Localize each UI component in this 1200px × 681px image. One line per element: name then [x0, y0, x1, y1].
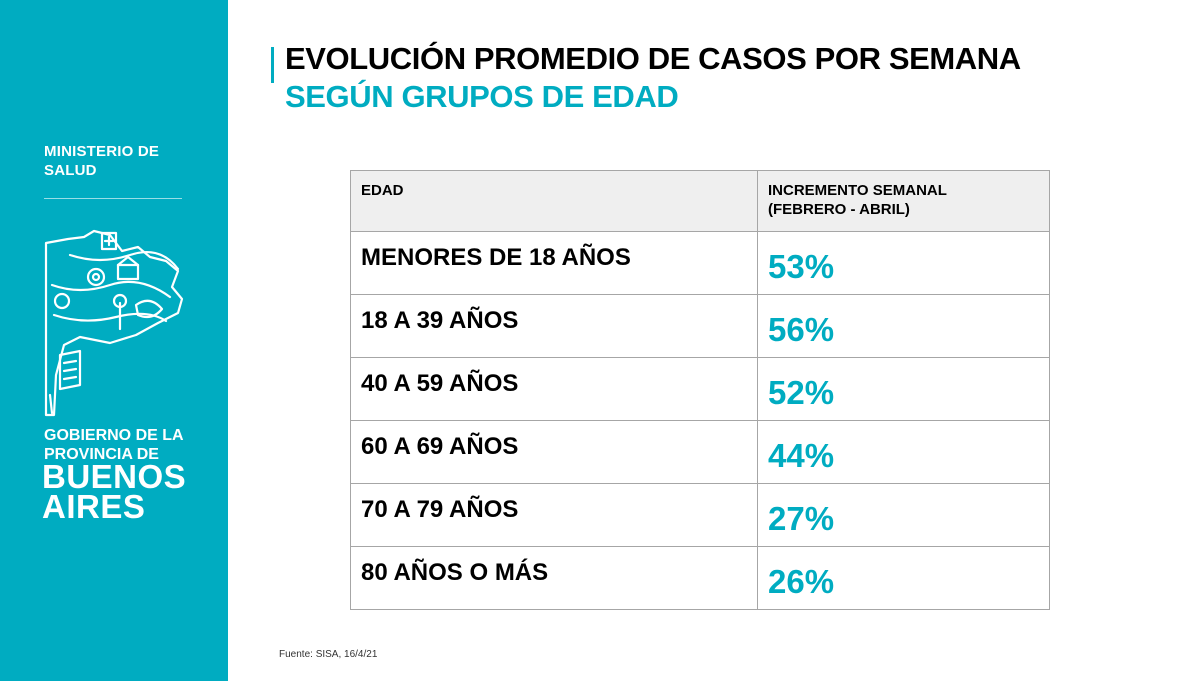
increase-cell: 44%: [757, 420, 1050, 484]
increase-cell: 26%: [757, 546, 1050, 610]
increase-cell: 27%: [757, 483, 1050, 547]
sidebar-divider: [44, 198, 182, 199]
increase-cell: 56%: [757, 294, 1050, 358]
table-row: 70 A 79 AÑOS 27%: [350, 483, 1050, 547]
table-row: 40 A 59 AÑOS 52%: [350, 357, 1050, 421]
province-line-1: BUENOS: [42, 458, 187, 495]
age-group-cell: 80 AÑOS O MÁS: [350, 546, 758, 610]
increase-cell: 52%: [757, 357, 1050, 421]
government-line-1: GOBIERNO DE LA: [44, 427, 184, 444]
ministry-line-1: MINISTERIO DE: [44, 143, 160, 160]
title-accent-bar: [271, 47, 274, 83]
ministry-line-2: SALUD: [44, 162, 97, 179]
page-subtitle: SEGÚN GRUPOS DE EDAD: [285, 79, 679, 114]
increase-cell: 53%: [757, 231, 1050, 295]
column-header-age: EDAD: [350, 170, 758, 232]
ministry-label: MINISTERIO DE SALUD: [44, 142, 159, 180]
table-header-row: EDAD INCREMENTO SEMANAL (FEBRERO - ABRIL…: [350, 170, 1050, 232]
age-group-cell: MENORES DE 18 AÑOS: [350, 231, 758, 295]
table-row: 60 A 69 AÑOS 44%: [350, 420, 1050, 484]
government-label: GOBIERNO DE LA PROVINCIA DE: [44, 426, 184, 464]
page-title: EVOLUCIÓN PROMEDIO DE CASOS POR SEMANA: [285, 41, 1021, 76]
government-line-2: PROVINCIA DE: [44, 446, 159, 463]
source-note: Fuente: SISA, 16/4/21: [279, 649, 378, 660]
column-header-increase-line-2: (FEBRERO - ABRIL): [768, 201, 910, 218]
age-group-table: EDAD INCREMENTO SEMANAL (FEBRERO - ABRIL…: [350, 170, 1050, 610]
province-name: BUENOS AIRES: [42, 458, 187, 525]
column-header-increase-line-1: INCREMENTO SEMANAL: [768, 182, 947, 199]
table-row: MENORES DE 18 AÑOS 53%: [350, 231, 1050, 295]
province-line-2: AIRES: [42, 488, 146, 525]
age-group-cell: 18 A 39 AÑOS: [350, 294, 758, 358]
age-group-cell: 70 A 79 AÑOS: [350, 483, 758, 547]
age-group-cell: 40 A 59 AÑOS: [350, 357, 758, 421]
age-group-cell: 60 A 69 AÑOS: [350, 420, 758, 484]
sidebar: MINISTERIO DE SALUD GOBIERNO DE LA PROVI…: [0, 0, 228, 681]
province-map-icon: [44, 229, 184, 417]
table-row: 80 AÑOS O MÁS 26%: [350, 546, 1050, 610]
table-row: 18 A 39 AÑOS 56%: [350, 294, 1050, 358]
column-header-increase: INCREMENTO SEMANAL (FEBRERO - ABRIL): [757, 170, 1050, 232]
